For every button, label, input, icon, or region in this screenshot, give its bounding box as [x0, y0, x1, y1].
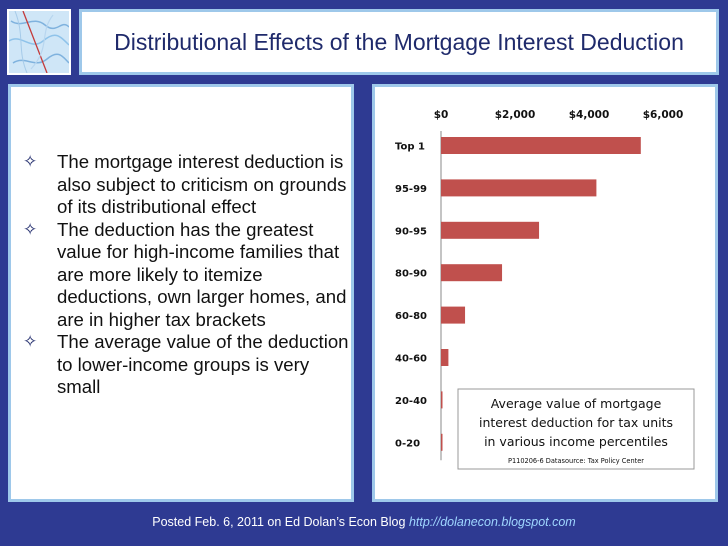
category-label: 80-90: [395, 269, 427, 280]
annotation-title-line: in various income percentiles: [484, 434, 668, 449]
bullet-item: ✧ The mortgage interest deduction is als…: [21, 151, 351, 219]
annotation-source: P110206-6 Datasource: Tax Policy Center: [508, 457, 644, 465]
title-box: Distributional Effects of the Mortgage I…: [79, 9, 719, 75]
data-bar: [441, 179, 597, 197]
category-label: 20-40: [395, 396, 427, 407]
category-label: 40-60: [395, 354, 427, 365]
bullet-panel: ✧ The mortgage interest deduction is als…: [8, 84, 354, 502]
bullet-item: ✧ The average value of the deduction to …: [21, 331, 351, 399]
data-bar: [441, 306, 466, 324]
data-bar: [441, 391, 443, 409]
data-bar: [441, 264, 503, 282]
bullet-text: The deduction has the greatest value for…: [57, 218, 347, 330]
annotation-title-line: Average value of mortgage: [491, 396, 662, 411]
bullet-item: ✧ The deduction has the greatest value f…: [21, 219, 351, 332]
hollow-star-bullet-icon: ✧: [23, 219, 38, 239]
bar-chart: $0 $2,000 $4,000 $6,000 Top 1 95-99 90-95 80-90…: [395, 109, 695, 470]
data-bar: [441, 221, 540, 239]
logo-decoration: [7, 9, 71, 75]
category-label: 95-99: [395, 184, 427, 195]
category-label: 60-80: [395, 311, 427, 322]
chart-panel: $0 $2,000 $4,000 $6,000 Top 1 95-99 90-95 80-90…: [372, 84, 718, 502]
x-tick-label: $2,000: [495, 109, 536, 121]
x-tick-label: $0: [434, 109, 449, 121]
bullet-text: The mortgage interest deduction is also …: [57, 151, 347, 217]
footer-link[interactable]: http://dolanecon.blogspot.com: [408, 515, 576, 529]
slide-title: Distributional Effects of the Mortgage I…: [114, 28, 684, 55]
category-label: Top 1: [395, 142, 425, 153]
data-bar: [441, 137, 641, 154]
hollow-star-bullet-icon: ✧: [23, 152, 38, 171]
x-tick-label: $4,000: [569, 109, 610, 121]
bullet-text: The average value of the deduction to lo…: [57, 331, 349, 397]
annotation-box: [457, 388, 695, 470]
category-label: 90-95: [395, 226, 427, 237]
data-bar: [441, 433, 443, 451]
hollow-star-bullet-icon: ✧: [23, 332, 38, 351]
data-bar: [441, 349, 449, 366]
category-label: 0-20: [395, 438, 420, 449]
footer: Posted Feb. 6, 2011 on Ed Dolan’s Econ B…: [0, 515, 728, 529]
annotation-title-line: interest deduction for tax units: [479, 415, 673, 430]
footer-text: Posted Feb. 6, 2011 on Ed Dolan’s Econ B…: [152, 515, 406, 529]
bullet-list: ✧ The mortgage interest deduction is als…: [21, 151, 351, 399]
x-tick-label: $6,000: [643, 109, 684, 121]
